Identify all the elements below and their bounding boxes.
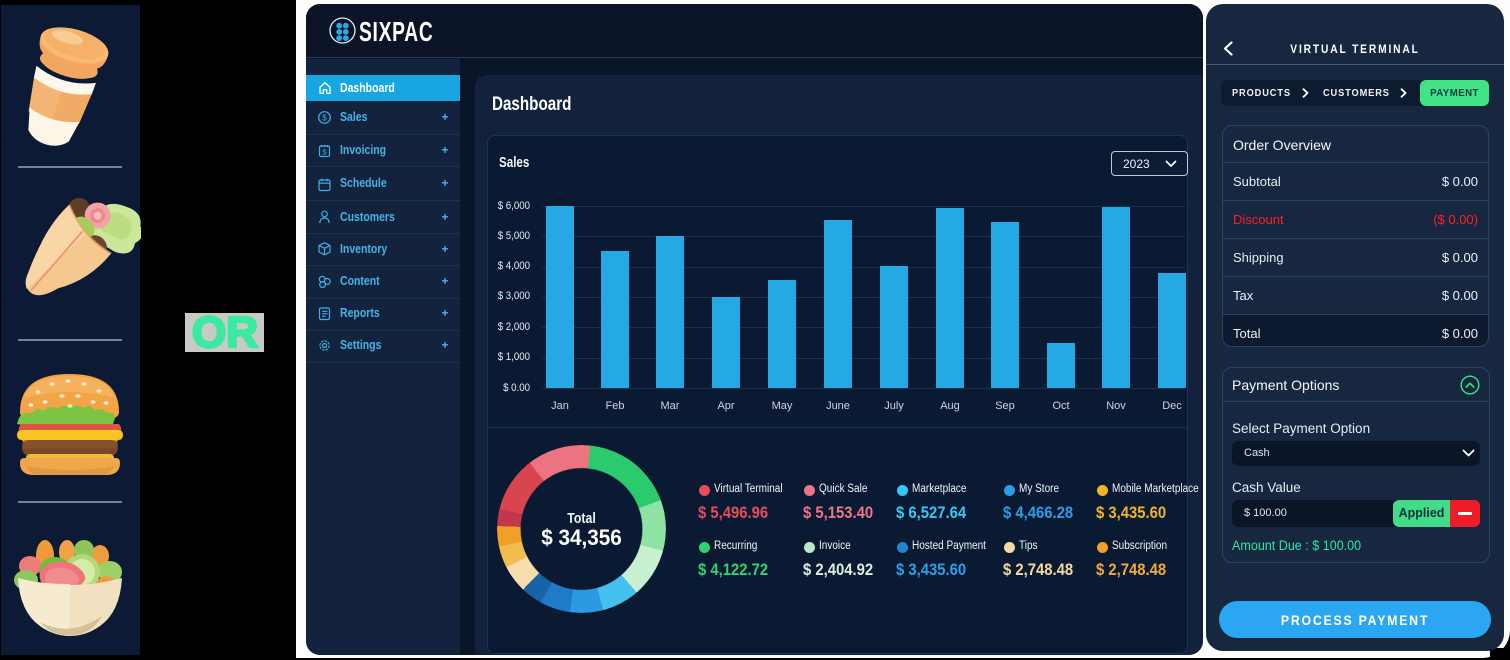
svg-text:$: $ bbox=[322, 148, 327, 157]
svg-text:$: $ bbox=[322, 113, 327, 122]
